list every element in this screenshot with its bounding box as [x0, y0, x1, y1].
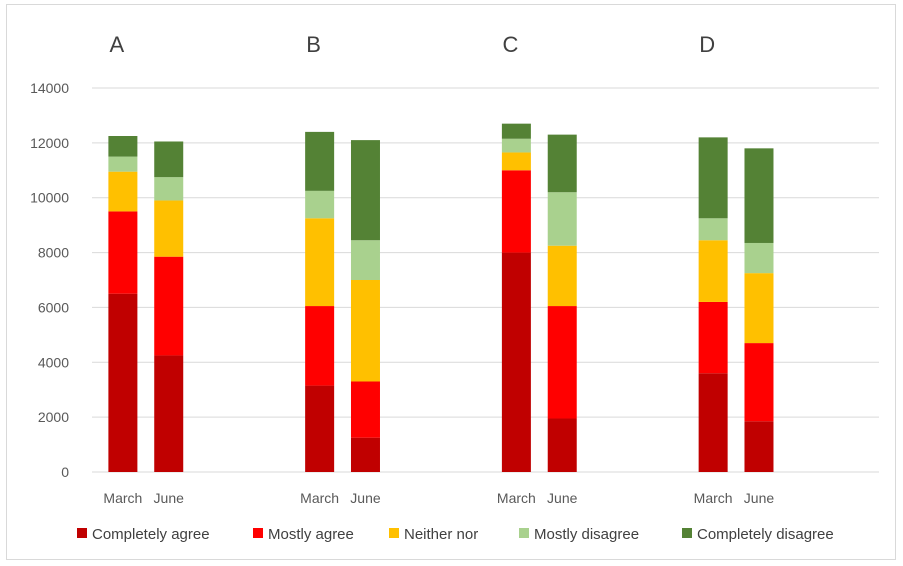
group-label: B — [306, 32, 321, 57]
legend-swatch — [77, 528, 87, 538]
bar-segment-mostly-agree — [350, 381, 380, 438]
bar-segment-completely-disagree — [744, 148, 774, 243]
y-tick-label: 10000 — [30, 190, 69, 206]
bar-segment-mostly-agree — [744, 343, 774, 422]
bar-segment-mostly-disagree — [547, 192, 577, 246]
y-tick-label: 6000 — [38, 299, 69, 315]
bar-segment-mostly-agree — [154, 256, 184, 356]
y-tick-label: 0 — [61, 464, 69, 480]
y-tick-label: 14000 — [30, 80, 69, 96]
bar-segment-neither-nor — [350, 280, 380, 382]
group-label: A — [110, 32, 125, 57]
y-tick-label: 8000 — [38, 245, 69, 261]
bar-segment-neither-nor — [305, 218, 335, 307]
y-tick-label: 12000 — [30, 135, 69, 151]
legend-label: Neither nor — [404, 526, 478, 543]
bar-segment-completely-disagree — [305, 131, 335, 191]
bar-segment-completely-disagree — [350, 140, 380, 241]
chart-frame: 0 2000 4000 6000 8000 10000 12000 14000 March Ju… — [6, 4, 896, 560]
bar-segment-mostly-disagree — [154, 177, 184, 201]
bar-segment-mostly-agree — [501, 170, 531, 253]
legend-swatch — [682, 528, 692, 538]
bar-segment-mostly-disagree — [744, 242, 774, 274]
bar-segment-completely-agree — [154, 355, 184, 472]
stacked-bar-chart: 0 2000 4000 6000 8000 10000 12000 14000 March Ju… — [30, 32, 879, 543]
x-tick-label: March — [300, 490, 339, 506]
y-tick-label: 2000 — [38, 409, 69, 425]
legend-label: Mostly agree — [268, 526, 354, 543]
bar-segment-completely-disagree — [698, 137, 728, 219]
bar-segment-mostly-disagree — [350, 240, 380, 280]
gridlines — [92, 87, 879, 473]
bar-segment-completely-disagree — [547, 134, 577, 193]
legend-swatch — [253, 528, 263, 538]
bar-segment-completely-agree — [305, 385, 335, 472]
x-tick-label: June — [744, 490, 775, 506]
bars — [108, 123, 774, 472]
bar-segment-mostly-disagree — [108, 156, 138, 172]
y-tick-label: 4000 — [38, 354, 69, 370]
x-tick-label: June — [350, 490, 381, 506]
bar-segment-neither-nor — [744, 273, 774, 344]
bar-segment-completely-disagree — [501, 123, 531, 139]
bar-segment-neither-nor — [108, 171, 138, 212]
bar-segment-completely-disagree — [108, 136, 138, 157]
legend-label: Mostly disagree — [534, 526, 639, 543]
group-label: C — [502, 32, 518, 57]
x-tick-label: June — [547, 490, 578, 506]
bar-segment-completely-agree — [744, 421, 774, 472]
bar-segment-mostly-disagree — [305, 190, 335, 219]
x-tick-label: March — [694, 490, 733, 506]
bar-segment-mostly-agree — [305, 306, 335, 386]
bar-segment-completely-agree — [501, 252, 531, 472]
bar-segment-completely-agree — [698, 373, 728, 472]
y-axis-tick-labels: 0 2000 4000 6000 8000 10000 12000 14000 — [30, 80, 69, 480]
bar-segment-mostly-disagree — [698, 218, 728, 241]
bar-segment-neither-nor — [547, 245, 577, 307]
bar-segment-mostly-agree — [698, 301, 728, 374]
group-label: D — [699, 32, 715, 57]
legend-swatch — [519, 528, 529, 538]
bar-segment-mostly-agree — [108, 211, 138, 294]
x-tick-label: March — [497, 490, 536, 506]
x-tick-label: March — [103, 490, 142, 506]
legend-label: Completely disagree — [697, 526, 834, 543]
bar-segment-neither-nor — [698, 240, 728, 302]
legend-label: Completely agree — [92, 526, 210, 543]
bar-segment-neither-nor — [501, 152, 531, 171]
group-labels: A B C D — [110, 32, 716, 57]
legend-swatch — [389, 528, 399, 538]
x-tick-label: June — [154, 490, 185, 506]
bar-segment-completely-agree — [547, 418, 577, 472]
bar-segment-neither-nor — [154, 200, 184, 257]
bar-segment-completely-agree — [108, 293, 138, 472]
legend: Completely agree Mostly agree Neither nor M… — [77, 526, 834, 543]
bar-segment-completely-disagree — [154, 141, 184, 178]
x-axis-tick-labels: March June March June March June March June — [103, 490, 774, 506]
bar-segment-mostly-disagree — [501, 138, 531, 153]
bar-segment-completely-agree — [350, 437, 380, 472]
bar-segment-mostly-agree — [547, 306, 577, 419]
